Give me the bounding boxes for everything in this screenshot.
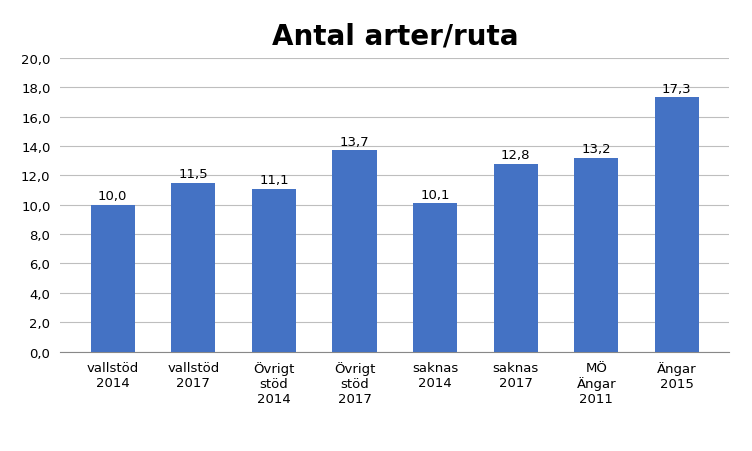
Bar bbox=[574, 158, 618, 352]
Text: 10,1: 10,1 bbox=[420, 189, 450, 202]
Bar bbox=[413, 204, 457, 352]
Bar bbox=[493, 164, 538, 352]
Text: 10,0: 10,0 bbox=[98, 190, 127, 203]
Bar bbox=[655, 98, 699, 352]
Text: 13,7: 13,7 bbox=[340, 136, 369, 149]
Text: 11,5: 11,5 bbox=[178, 168, 208, 181]
Text: 17,3: 17,3 bbox=[662, 83, 692, 96]
Bar bbox=[332, 151, 377, 352]
Text: 13,2: 13,2 bbox=[581, 143, 611, 156]
Text: 11,1: 11,1 bbox=[259, 174, 289, 187]
Title: Antal arter/ruta: Antal arter/ruta bbox=[271, 23, 518, 51]
Text: 12,8: 12,8 bbox=[501, 149, 530, 162]
Bar bbox=[171, 183, 216, 352]
Bar bbox=[90, 205, 135, 352]
Bar bbox=[252, 189, 296, 352]
